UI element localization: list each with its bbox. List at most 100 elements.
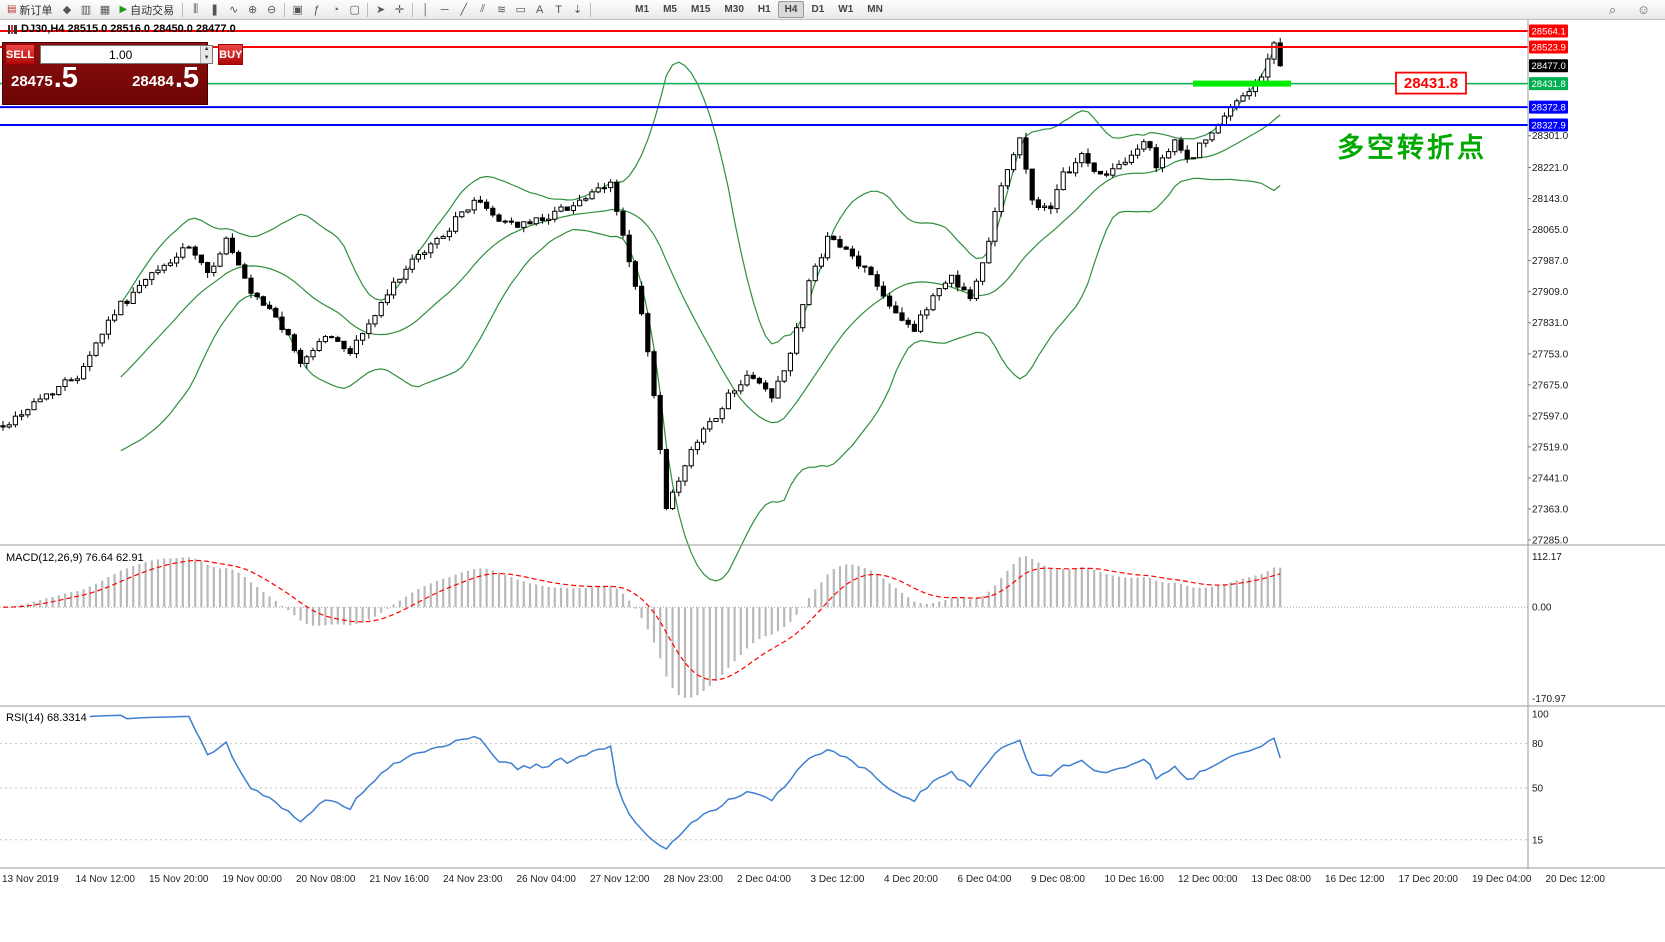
axis-badge-28523.9-text: 28523.9	[1532, 43, 1566, 54]
new-order-button: ▤	[7, 4, 17, 15]
svg-text:112.17: 112.17	[1532, 552, 1562, 563]
toolbar-left-group: ▤ 新订单 ◆ ▥ ▦ ▶ 自动交易 ⫼ ❚ ∿ ⊕ ⊖ ▣ ƒ ◔ ▢ ➤ ✛ │ ─ ╱ ⫽ ≋ ▭ A T ⇣	[2, 1, 594, 19]
shapes-icon: ▭	[515, 4, 526, 16]
time-tick: 20 Nov 08:00	[296, 874, 356, 885]
trendline-icon[interactable]: ╱	[454, 2, 473, 18]
navigator-icon[interactable]: ▦	[95, 2, 114, 18]
timeframe-h4[interactable]: H4	[777, 1, 805, 18]
price-tick: 27753.0	[1532, 349, 1569, 360]
time-tick: 28 Nov 23:00	[664, 874, 724, 885]
fibonacci-icon: ≋	[497, 4, 507, 16]
current-price-badge	[1529, 59, 1568, 73]
auto-trading-button[interactable]: ▶ 自动交易	[114, 1, 179, 19]
rsi-label: RSI(14) 68.3314	[6, 712, 87, 724]
time-tick: 26 Nov 04:00	[517, 874, 577, 885]
fibonacci-icon[interactable]: ≋	[492, 2, 511, 18]
horizontal-line-icon[interactable]: ─	[435, 2, 454, 18]
new-order-button-label: 新订单	[19, 4, 53, 17]
price-tick: 27909.0	[1532, 287, 1569, 298]
timeframe-m30[interactable]: M30	[724, 4, 744, 15]
arrow-tools-icon: ⇣	[573, 4, 583, 16]
zoom-in-icon[interactable]: ⊕	[243, 2, 262, 18]
price-tick: 27441.0	[1532, 473, 1569, 484]
timeframe-w1[interactable]: W1	[838, 4, 854, 15]
time-tick: 19 Dec 04:00	[1472, 874, 1532, 885]
price-tick: 28065.0	[1532, 225, 1569, 236]
indicators-icon[interactable]: ƒ	[307, 2, 326, 18]
price-tag-text: 28431.8	[1404, 75, 1458, 92]
svg-text:-170.97: -170.97	[1532, 694, 1566, 705]
time-tick: 13 Dec 08:00	[1252, 874, 1312, 885]
community-icon[interactable]: ☺	[1636, 2, 1651, 17]
crosshair-icon: ✛	[395, 4, 405, 16]
axis-badge-28431.8-text: 28431.8	[1532, 79, 1566, 90]
text-icon[interactable]: A	[530, 2, 549, 18]
axis-badge-28523.9	[1529, 40, 1568, 54]
price-tick: 27675.0	[1532, 380, 1569, 391]
volume-stepper[interactable]: ▲ ▼	[200, 46, 213, 63]
price-tick: 27285.0	[1532, 536, 1569, 547]
timeframe-mn[interactable]: MN	[867, 4, 883, 15]
label-icon[interactable]: T	[549, 2, 568, 18]
price-tick: 27987.0	[1532, 256, 1569, 267]
market-watch-icon: ▥	[80, 4, 92, 16]
time-tick: 27 Nov 12:00	[590, 874, 650, 885]
price-tick: 27831.0	[1532, 318, 1569, 329]
price-tick: 28143.0	[1532, 194, 1569, 205]
timeframe-d1[interactable]: D1	[811, 4, 825, 15]
timeframe-toolbar: M1 M5 M15 M30 H1 H4 D1 W1 MN	[628, 1, 890, 18]
horizontal-line-icon: ─	[440, 3, 449, 16]
channel-icon[interactable]: ⫽	[473, 2, 492, 18]
vertical-line-icon: │	[422, 3, 430, 16]
sell-price[interactable]: 28475 .5	[11, 64, 78, 93]
volume-up-icon[interactable]: ▲	[201, 46, 213, 55]
timeframe-m5[interactable]: M5	[663, 4, 677, 15]
metaeditor-icon[interactable]: ◆	[57, 2, 76, 18]
current-price-badge-text: 28477.0	[1532, 61, 1566, 72]
price-axis[interactable]: 28301.0 28221.0 28143.0 28065.0 27987.0 27909…	[1527, 20, 1569, 868]
search-icon[interactable]: ⌕	[1608, 1, 1617, 17]
price-tag: 28431.8	[1395, 71, 1467, 95]
time-tick: 13 Nov 2019	[2, 874, 59, 885]
period-icon: ◔	[332, 3, 339, 16]
candlestick-chart-icon: ❚	[210, 4, 220, 16]
time-tick: 9 Dec 08:00	[1031, 874, 1085, 885]
bar-chart-icon[interactable]: ⫼	[186, 2, 205, 18]
line-chart-icon[interactable]: ∿	[224, 2, 243, 18]
bar-chart-icon: ⫼	[193, 3, 199, 15]
macd-label: MACD(12,26,9) 76.64 62.91	[6, 552, 144, 564]
bollinger-lower	[120, 177, 1281, 582]
cursor-icon: ➤	[376, 4, 386, 16]
buy-price[interactable]: 28484 .5	[132, 64, 199, 93]
price-tick: 27363.0	[1532, 505, 1569, 516]
vertical-line-icon[interactable]: │	[416, 2, 435, 18]
toolbar-right-group: ⌕ ☺	[1603, 2, 1653, 18]
arrow-tools-icon[interactable]: ⇣	[568, 2, 587, 18]
trendline-icon: ╱	[460, 4, 467, 16]
timeframe-m1[interactable]: M1	[635, 4, 650, 15]
cursor-icon[interactable]: ➤	[371, 2, 390, 18]
zoom-out-icon[interactable]: ⊖	[262, 2, 281, 18]
volume-input[interactable]	[41, 46, 201, 63]
shapes-icon[interactable]: ▭	[511, 2, 530, 18]
candlestick-chart-icon[interactable]: ❚	[205, 2, 224, 18]
toolbar: ▤ 新订单 ◆ ▥ ▦ ▶ 自动交易 ⫼ ❚ ∿ ⊕ ⊖ ▣ ƒ ◔ ▢ ➤ ✛ │ ─ ╱ ⫽ ≋ ▭ A T ⇣ M1 M5 M15…	[0, 0, 1665, 20]
buy-button[interactable]: BUY	[218, 44, 244, 65]
period-icon[interactable]: ◔	[326, 2, 345, 18]
time-axis[interactable]: 13 Nov 2019 14 Nov 12:00 15 Nov 20:00 19 No…	[2, 874, 1605, 885]
label-icon: T	[555, 3, 563, 16]
navigator-icon: ▦	[99, 4, 111, 16]
level-lines[interactable]	[0, 30, 1528, 126]
new-order-button[interactable]: ▤ 新订单	[2, 1, 57, 19]
time-tick: 24 Nov 23:00	[443, 874, 503, 885]
volume-down-icon[interactable]: ▼	[201, 54, 213, 63]
market-watch-icon[interactable]: ▥	[76, 2, 95, 18]
sell-button[interactable]: SELL	[5, 44, 36, 65]
template-icon[interactable]: ▢	[345, 2, 364, 18]
timeframe-h1[interactable]: H1	[757, 4, 771, 15]
timeframe-m15[interactable]: M15	[690, 4, 711, 15]
support-highlight-segment[interactable]	[1193, 80, 1291, 87]
tile-windows-icon[interactable]: ▣	[288, 2, 307, 18]
crosshair-icon[interactable]: ✛	[390, 2, 409, 18]
indicators-icon: ƒ	[313, 3, 320, 16]
